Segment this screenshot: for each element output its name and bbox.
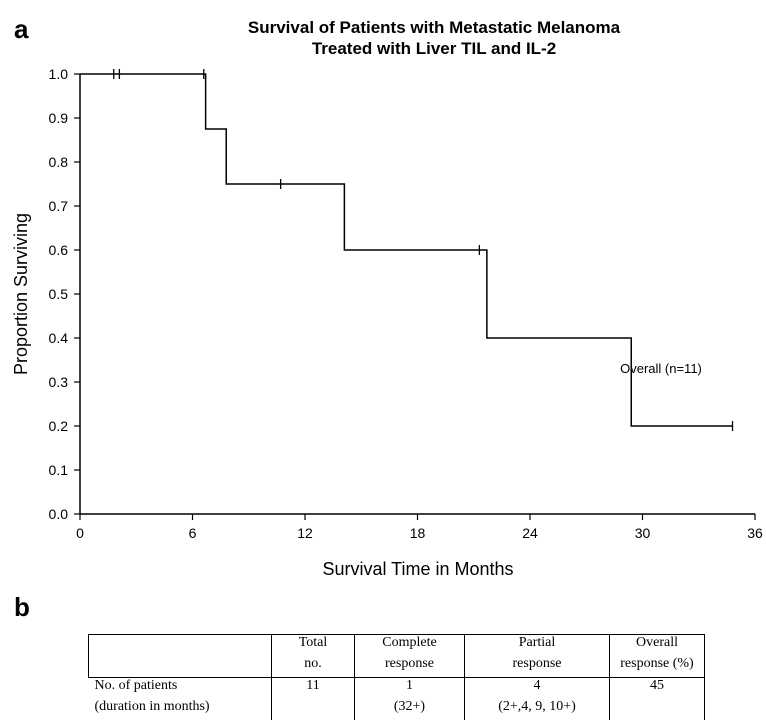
- x-axis-label: Survival Time in Months: [322, 559, 513, 579]
- x-tick-label: 12: [297, 525, 313, 541]
- header-cell: [89, 656, 272, 678]
- y-tick-label: 0.7: [49, 198, 69, 214]
- x-tick-label: 0: [76, 525, 84, 541]
- y-tick-label: 0.2: [49, 418, 69, 434]
- y-tick-label: 0.9: [49, 110, 69, 126]
- header-cell: Partial: [465, 635, 610, 657]
- y-tick-label: 0.4: [49, 330, 69, 346]
- header-cell: Total: [272, 635, 355, 657]
- header-cell: response: [355, 656, 465, 678]
- y-ticks: 0.0 0.1 0.2 0.3 0.4 0.5 0.6 0.7 0.8 0.9 1.0: [49, 66, 80, 522]
- header-cell: no.: [272, 656, 355, 678]
- chart-title-line-1: Survival of Patients with Metastatic Mel…: [248, 18, 621, 37]
- header-cell: response: [465, 656, 610, 678]
- x-tick-label: 18: [410, 525, 426, 541]
- chart-axes: [80, 74, 755, 514]
- x-tick-label: 30: [635, 525, 651, 541]
- x-tick-label: 24: [522, 525, 538, 541]
- y-tick-label: 0.6: [49, 242, 69, 258]
- y-tick-label: 0.5: [49, 286, 69, 302]
- table-cell: No. of patients: [89, 678, 272, 700]
- table-header-row: Total Complete Partial Overall: [89, 635, 705, 657]
- response-table: Total Complete Partial Overall no. respo…: [88, 634, 705, 720]
- table-row: (duration in months) (32+) (2+,4, 9, 10+…: [89, 699, 705, 720]
- table-cell: 4: [465, 678, 610, 700]
- table-cell: 1: [355, 678, 465, 700]
- table-cell: 11: [272, 678, 355, 700]
- series-label: Overall (n=11): [620, 361, 702, 376]
- header-cell: Overall: [610, 635, 705, 657]
- y-axis-label: Proportion Surviving: [11, 213, 31, 375]
- y-tick-label: 1.0: [49, 66, 69, 82]
- y-tick-label: 0.3: [49, 374, 69, 390]
- table-cell: [272, 699, 355, 720]
- header-cell: [89, 635, 272, 657]
- table-cell: [610, 699, 705, 720]
- y-tick-label: 0.1: [49, 462, 69, 478]
- chart-title-line-2: Treated with Liver TIL and IL-2: [312, 39, 556, 58]
- x-tick-label: 6: [189, 525, 197, 541]
- header-cell: response (%): [610, 656, 705, 678]
- table-header-row: no. response response response (%): [89, 656, 705, 678]
- x-tick-label: 36: [747, 525, 763, 541]
- table-cell: (duration in months): [89, 699, 272, 720]
- header-cell: Complete: [355, 635, 465, 657]
- table-cell: (2+,4, 9, 10+): [465, 699, 610, 720]
- survival-chart: Survival of Patients with Metastatic Mel…: [0, 0, 766, 600]
- y-tick-label: 0.8: [49, 154, 69, 170]
- table-row: No. of patients 11 1 4 45: [89, 678, 705, 700]
- table-cell: 45: [610, 678, 705, 700]
- y-tick-label: 0.0: [49, 506, 69, 522]
- table-cell: (32+): [355, 699, 465, 720]
- x-ticks: 0 6 12 18 24 30 36: [76, 514, 763, 541]
